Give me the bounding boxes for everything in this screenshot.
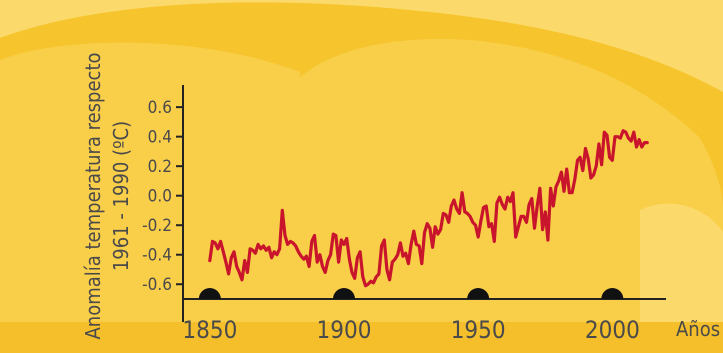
x-tick-marker <box>198 288 221 299</box>
x-tick-label: 2000 <box>585 316 640 344</box>
y-tick-label: 0.2 <box>148 157 172 177</box>
temperature-anomaly-line <box>208 129 649 288</box>
y-axis-title: Anomalía temperatura respecto 1961 - 199… <box>81 52 133 339</box>
x-tick-label: 1850 <box>182 316 237 344</box>
cloud-right-lobe <box>640 203 723 353</box>
y-axis-title-line2: 1961 - 1990 (ºC) <box>109 121 133 271</box>
y-tick-label: -0.4 <box>142 246 172 266</box>
y-axis-title-line1: Anomalía temperatura respecto <box>81 52 105 339</box>
y-ticks: 0.6 0.4 0.2 0.0 -0.2 -0.4 -0.6 <box>142 98 183 295</box>
series-layer <box>208 129 649 288</box>
y-tick-label: 0.6 <box>148 98 172 118</box>
y-tick-label: 0.0 <box>148 187 172 207</box>
x-tick-marker <box>601 288 624 299</box>
y-tick-label: 0.4 <box>148 128 172 148</box>
x-tick-label: 1900 <box>317 316 372 344</box>
x-tick-label: 1950 <box>451 316 506 344</box>
y-tick-label: -0.6 <box>142 275 172 295</box>
cloud-left <box>0 42 300 353</box>
x-tick-marker <box>333 288 355 299</box>
x-ticks: 1850 1900 1950 2000 <box>182 288 640 344</box>
ground-strip <box>0 322 723 353</box>
plot-axes <box>182 85 666 322</box>
cloud-top-band <box>0 0 723 92</box>
y-tick-label: -0.2 <box>142 216 172 236</box>
x-axis-title: Años <box>676 317 720 341</box>
x-tick-marker <box>467 288 490 299</box>
